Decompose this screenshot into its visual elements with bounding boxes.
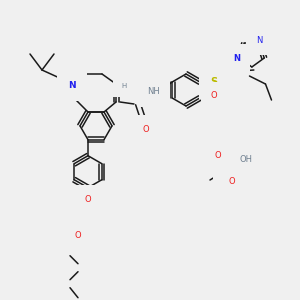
- Text: N: N: [233, 53, 240, 62]
- Text: O: O: [215, 152, 221, 160]
- Text: S: S: [210, 77, 218, 87]
- Text: H: H: [122, 83, 127, 89]
- Text: O: O: [85, 195, 91, 204]
- Text: N: N: [68, 82, 76, 91]
- Text: O: O: [143, 124, 149, 134]
- Text: O: O: [211, 92, 217, 100]
- Text: O: O: [229, 178, 235, 187]
- Text: O: O: [75, 231, 81, 240]
- Text: S: S: [224, 163, 232, 173]
- Text: OH: OH: [239, 155, 253, 164]
- Text: N: N: [256, 36, 263, 45]
- Text: NH: NH: [148, 88, 160, 97]
